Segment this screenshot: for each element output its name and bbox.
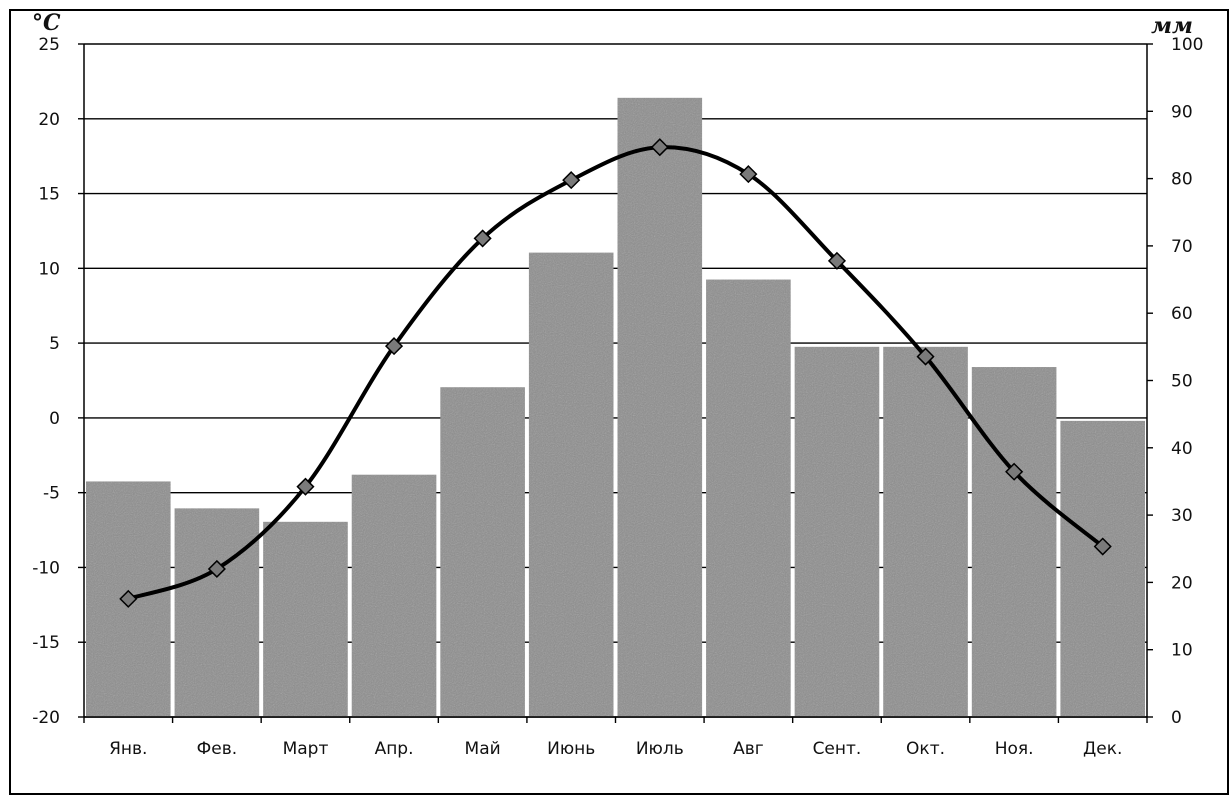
temperature-point	[119, 589, 138, 608]
right-tick-label: 10	[1171, 641, 1193, 661]
left-axis-unit: °C	[32, 10, 61, 36]
x-tick-label: Сент.	[813, 739, 862, 759]
left-tick-label: -5	[43, 484, 60, 504]
temperature-point	[473, 229, 492, 248]
precipitation-bar	[794, 346, 880, 717]
left-tick-label: 10	[38, 259, 60, 279]
right-axis-unit: мм	[1151, 13, 1193, 39]
temperature-point	[1005, 462, 1024, 481]
x-tick-label: Окт.	[906, 739, 945, 759]
temperature-point	[1093, 537, 1112, 556]
x-tick-label: Дек.	[1083, 739, 1122, 759]
temperature-point	[916, 347, 935, 366]
left-tick-label: 20	[38, 110, 60, 130]
right-tick-label: 80	[1171, 170, 1193, 190]
temperature-point	[562, 171, 581, 190]
left-tick-label: 15	[38, 185, 60, 205]
x-tick-label: Июнь	[547, 739, 595, 759]
precipitation-bar	[883, 346, 968, 717]
temperature-point	[207, 559, 226, 579]
left-tick-label: 5	[49, 334, 60, 354]
right-tick-label: 70	[1171, 237, 1193, 257]
right-tick-label: 0	[1171, 708, 1182, 728]
x-tick-label: Март	[283, 739, 329, 759]
x-tick-label: Янв.	[109, 739, 147, 759]
left-tick-label: -20	[32, 708, 60, 728]
precipitation-bar	[1060, 420, 1145, 717]
precipitation-bar	[351, 474, 437, 717]
temperature-point	[739, 165, 758, 184]
right-tick-label: 60	[1171, 304, 1193, 324]
precipitation-bar	[528, 252, 614, 717]
temperature-point	[384, 337, 404, 356]
right-tick-label: 40	[1171, 439, 1193, 459]
right-tick-label: 50	[1171, 372, 1193, 392]
left-tick-label: -10	[32, 558, 60, 578]
x-tick-label: Май	[465, 739, 501, 759]
temperature-point	[650, 138, 669, 157]
x-tick-label: Июль	[636, 739, 684, 759]
right-tick-label: 30	[1171, 506, 1193, 526]
precipitation-bar	[971, 367, 1057, 717]
left-tick-label: 0	[49, 409, 60, 429]
x-tick-label: Авг	[733, 739, 764, 759]
precipitation-bar	[174, 508, 260, 717]
precipitation-bar	[263, 521, 348, 717]
right-tick-label: 90	[1171, 102, 1193, 122]
x-tick-label: Апр.	[375, 739, 414, 759]
left-tick-label: 25	[38, 35, 60, 55]
temperature-point	[296, 477, 315, 496]
right-tick-label: 20	[1171, 573, 1193, 593]
temperature-point	[827, 251, 847, 270]
left-tick-label: -15	[32, 633, 60, 653]
right-tick-label: 100	[1171, 35, 1203, 55]
precipitation-bar	[440, 387, 525, 717]
precipitation-bar	[617, 97, 703, 718]
x-tick-label: Фев.	[197, 739, 238, 759]
precipitation-bar	[706, 279, 791, 717]
x-tick-label: Ноя.	[995, 739, 1034, 759]
